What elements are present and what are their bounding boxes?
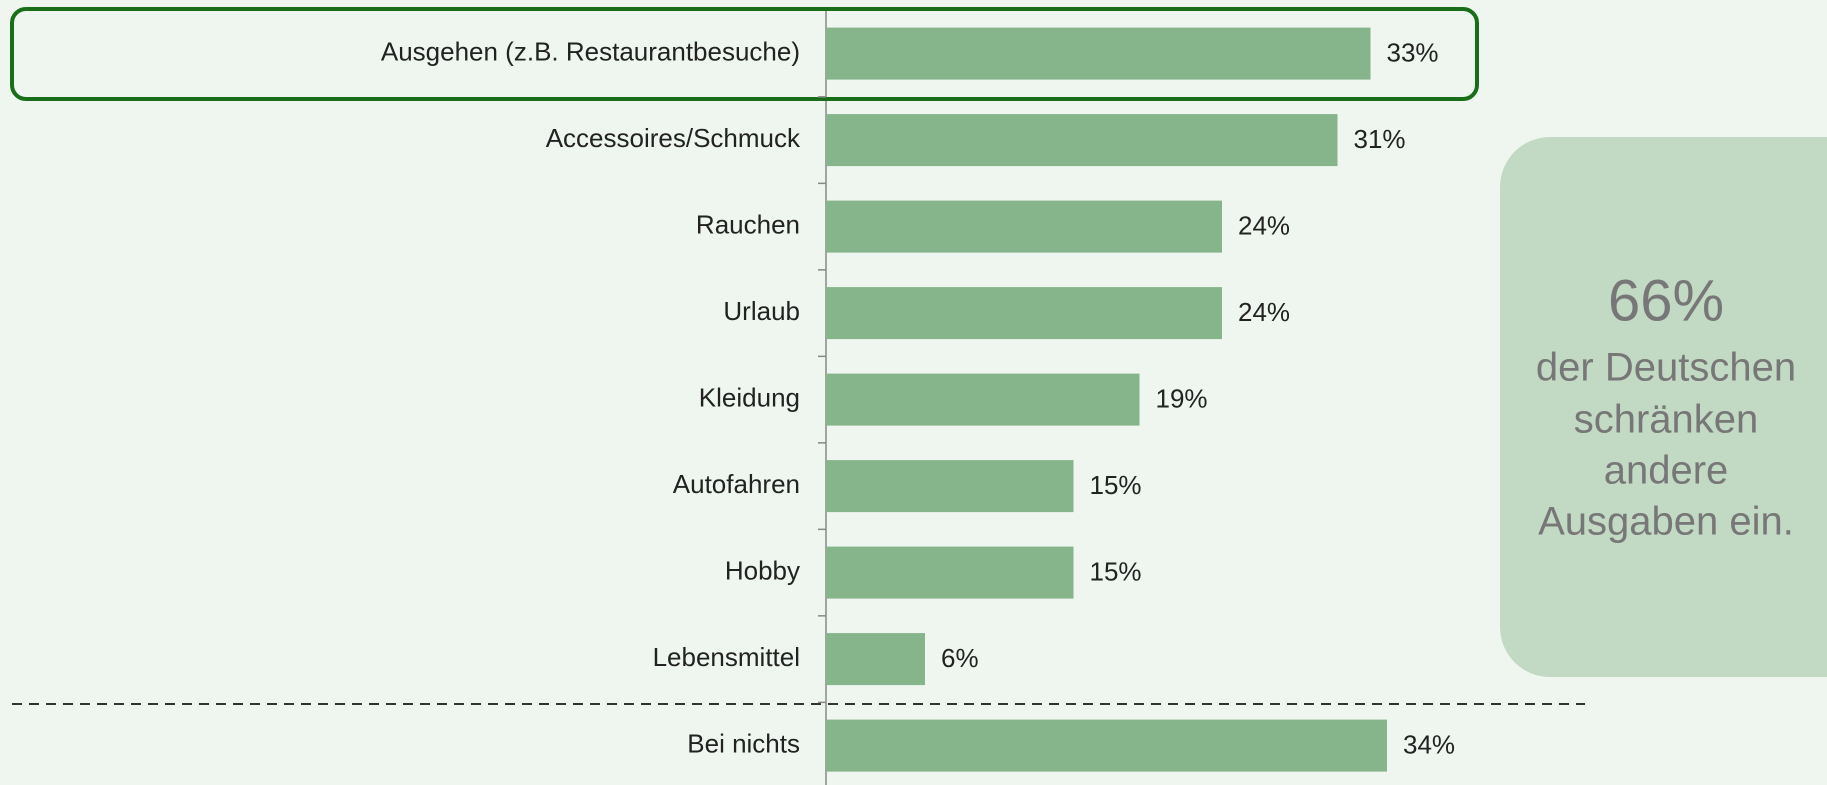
value-label: 19%	[1156, 383, 1208, 413]
category-label: Accessoires/Schmuck	[546, 123, 801, 153]
value-label: 24%	[1238, 297, 1290, 327]
bar	[826, 373, 1140, 426]
category-label: Hobby	[725, 555, 800, 585]
bar	[826, 27, 1371, 80]
value-label: 34%	[1403, 729, 1455, 759]
bar	[826, 114, 1338, 167]
callout-box	[1500, 137, 1827, 677]
bar	[826, 719, 1387, 772]
category-label: Ausgehen (z.B. Restaurantbesuche)	[381, 36, 800, 66]
bar	[826, 546, 1074, 599]
value-label: 33%	[1387, 37, 1439, 67]
category-label: Kleidung	[699, 382, 800, 412]
category-label: Autofahren	[673, 469, 800, 499]
callout-line: Ausgaben ein.	[1538, 500, 1794, 544]
value-label: 24%	[1238, 210, 1290, 240]
bar	[826, 287, 1222, 340]
callout-line: andere	[1604, 449, 1729, 493]
callout-line: der Deutschen	[1536, 346, 1796, 390]
value-label: 15%	[1090, 556, 1142, 586]
category-label: Bei nichts	[687, 728, 800, 758]
category-label: Lebensmittel	[653, 642, 800, 672]
bar	[826, 460, 1074, 513]
callout-headline: 66%	[1608, 268, 1724, 333]
bar	[826, 633, 925, 686]
callout-line: schränken	[1574, 398, 1759, 442]
category-label: Urlaub	[723, 296, 800, 326]
category-label: Rauchen	[696, 209, 800, 239]
bar	[826, 200, 1222, 253]
value-label: 31%	[1354, 124, 1406, 154]
highlight-box	[10, 7, 1479, 101]
value-label: 6%	[941, 643, 979, 673]
value-label: 15%	[1090, 470, 1142, 500]
